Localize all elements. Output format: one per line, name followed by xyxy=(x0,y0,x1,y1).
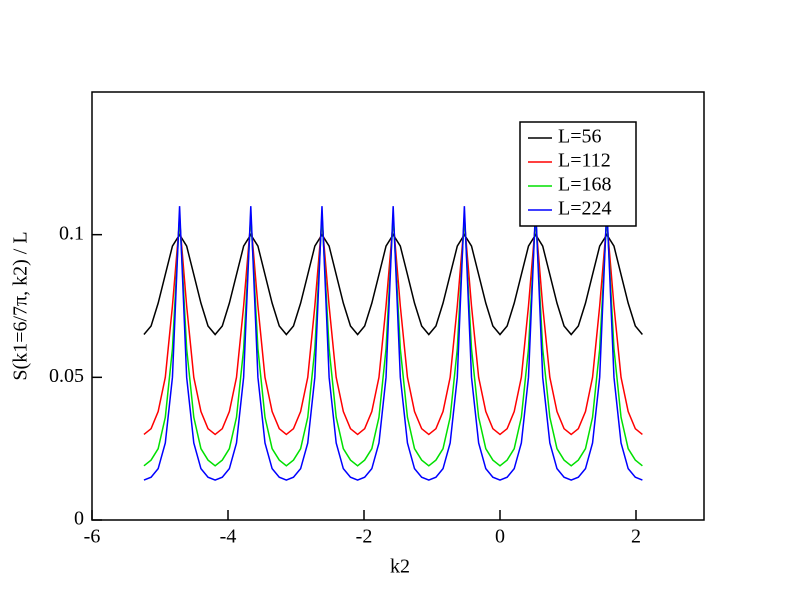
plot-frame xyxy=(91,91,705,521)
legend-label: L=112 xyxy=(558,150,611,172)
x-tick-label: 0 xyxy=(495,526,505,548)
y-tick-label: 0.05 xyxy=(49,365,84,387)
series-line xyxy=(143,220,643,436)
x-tick-label: -2 xyxy=(356,526,373,548)
legend-label: L=224 xyxy=(558,198,612,220)
series-line xyxy=(143,214,643,467)
x-tick-label: 2 xyxy=(631,526,641,548)
legend-label: L=168 xyxy=(558,174,612,196)
y-tick-label: 0 xyxy=(74,508,84,530)
x-tick-label: -6 xyxy=(84,526,101,548)
y-axis-label: S(k1=6/7π, k2) / L xyxy=(10,231,32,380)
legend-box xyxy=(519,121,637,227)
y-tick-label: 0.1 xyxy=(59,222,84,244)
x-axis-label: k2 xyxy=(390,556,410,578)
x-tick-label: -4 xyxy=(220,526,237,548)
series-line xyxy=(143,206,643,481)
series-line xyxy=(143,233,643,336)
legend-label: L=56 xyxy=(558,126,602,148)
